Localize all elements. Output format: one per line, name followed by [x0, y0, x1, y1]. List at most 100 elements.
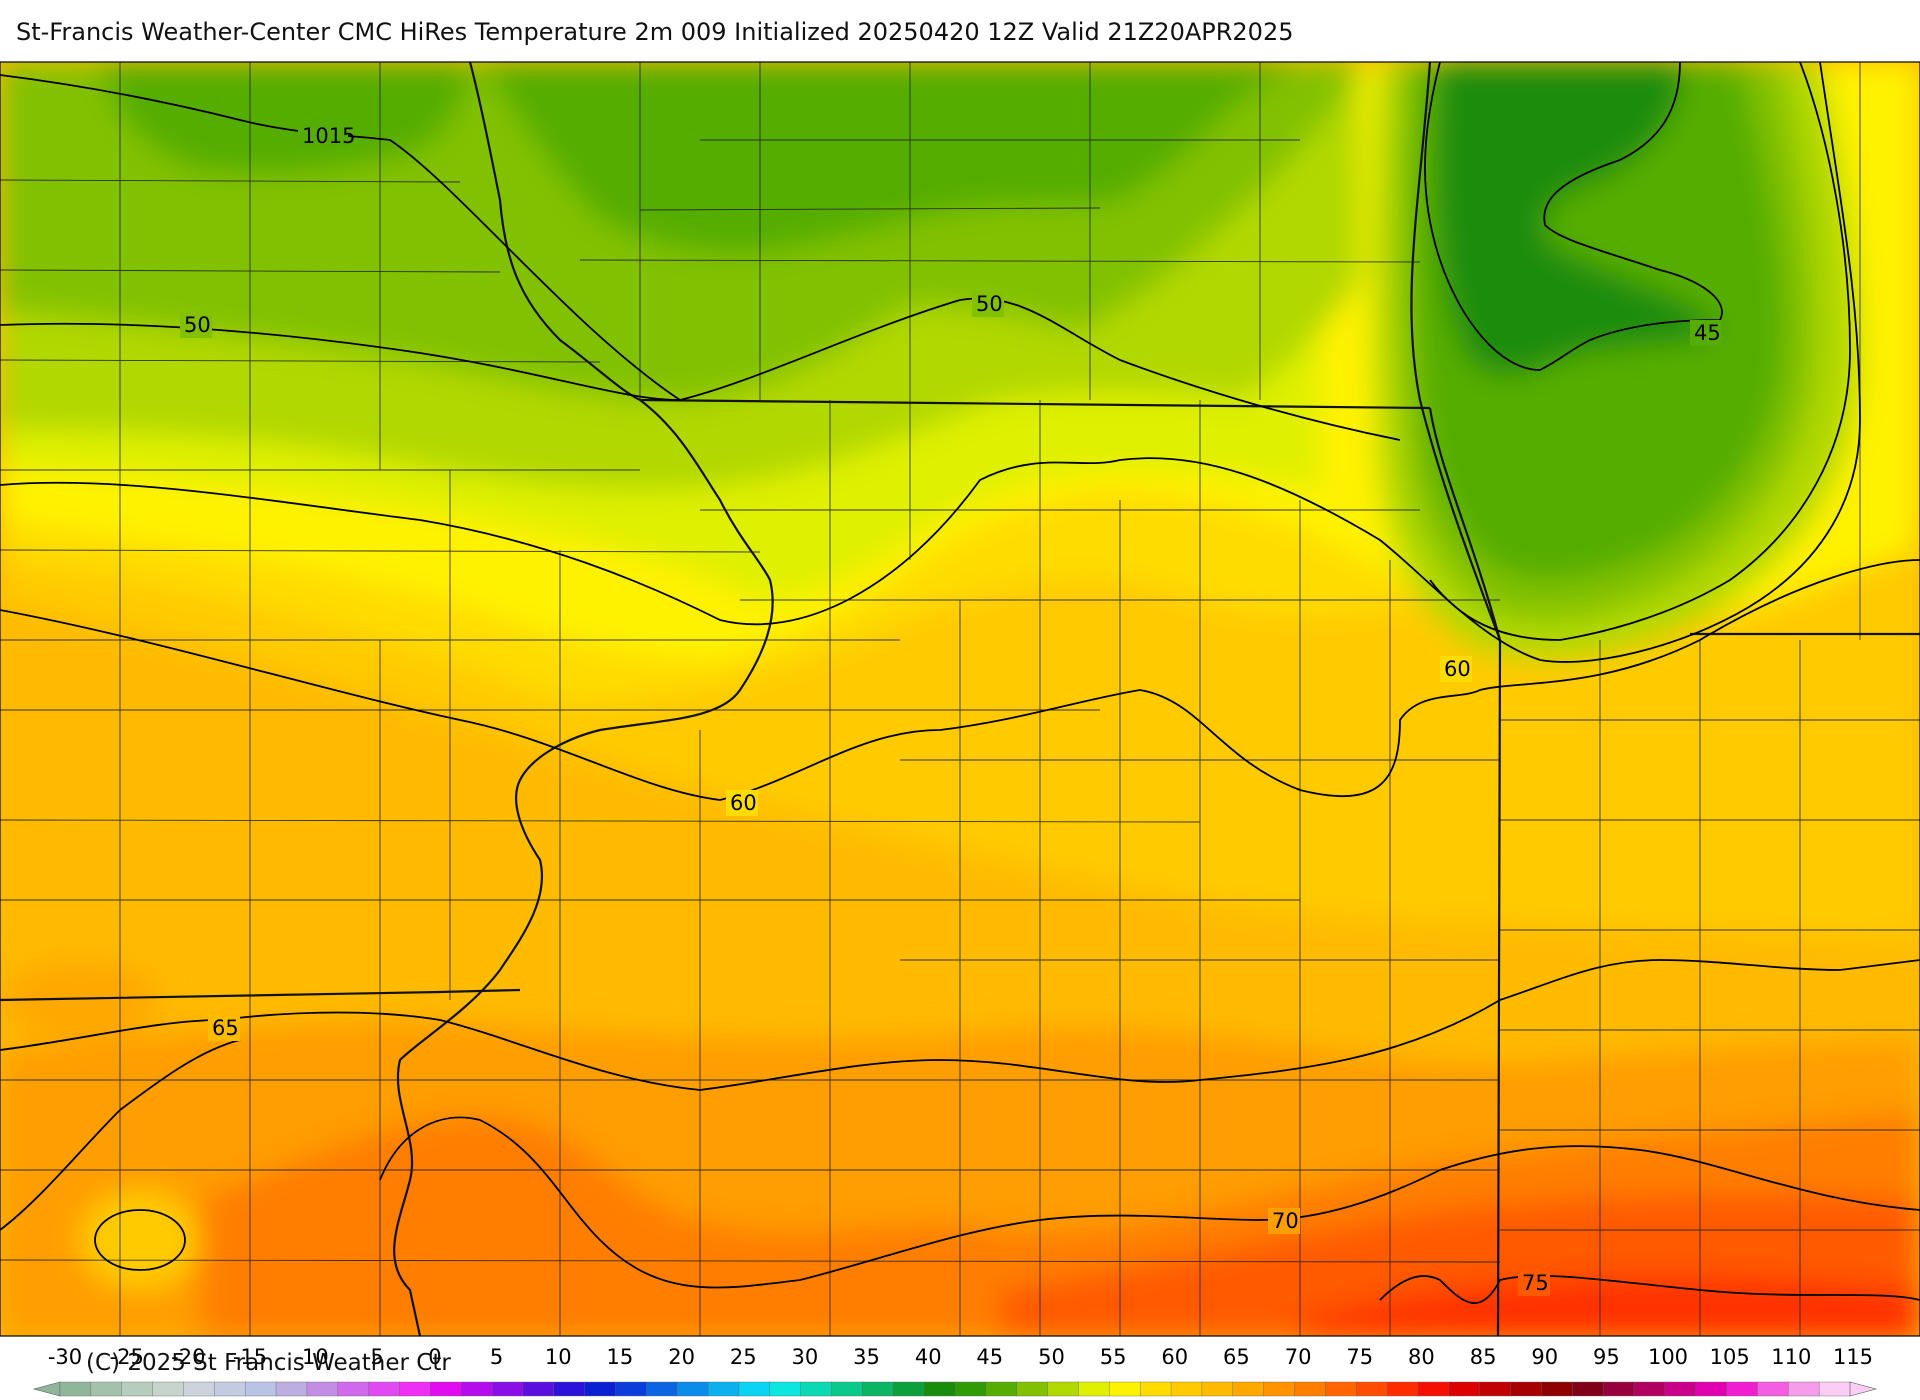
contour-label-75: 75	[1522, 1271, 1549, 1295]
colorbar-swatch	[1201, 1381, 1234, 1397]
colorbar-swatch	[1109, 1381, 1141, 1397]
colorbar-swatch	[1818, 1381, 1851, 1397]
colorbar-swatch	[1386, 1381, 1419, 1397]
colorbar-tick-label: 50	[1038, 1345, 1065, 1369]
colorbar-swatch	[244, 1381, 277, 1397]
colorbar-swatch	[275, 1381, 308, 1397]
colorbar-swatch	[677, 1381, 709, 1397]
colorbar-swatch	[1448, 1381, 1481, 1397]
colorbar-tick-label: 115	[1833, 1345, 1873, 1369]
colorbar-tick-label: 90	[1531, 1345, 1558, 1369]
temperature-shade-48b	[100, 62, 470, 174]
contour-label-65: 65	[212, 1016, 239, 1040]
colorbar-tick-label: 95	[1593, 1345, 1620, 1369]
colorbar-swatch	[461, 1381, 493, 1397]
colorbar-tick-label: -30	[48, 1345, 82, 1369]
colorbar-tick-label: -20	[171, 1345, 205, 1369]
contour-lines	[0, 62, 1920, 1304]
colorbar-swatch	[584, 1381, 617, 1397]
temperature-shade-48	[0, 62, 1300, 254]
map-title: St-Francis Weather-Center CMC HiRes Temp…	[16, 18, 1294, 46]
colorbar-swatch	[522, 1381, 555, 1397]
colorbar-tick-label: 30	[792, 1345, 819, 1369]
contour-label-60-central: 60	[730, 791, 757, 815]
colorbar-tick-label: 105	[1710, 1345, 1750, 1369]
temperature-shade-82	[1300, 1276, 1920, 1336]
colorbar-arrow-right	[1849, 1381, 1878, 1397]
colorbar-tick-label: -5	[363, 1345, 384, 1369]
colorbar-swatch	[862, 1381, 894, 1397]
colorbar-swatch	[1633, 1381, 1666, 1397]
county-lines	[0, 62, 1920, 1336]
colorbar-swatch	[491, 1381, 524, 1397]
colorbar-swatches	[32, 1381, 1878, 1397]
colorbar-swatch	[306, 1381, 339, 1397]
colorbar-swatch	[1510, 1381, 1543, 1397]
contour-label-1015: 1015	[302, 124, 355, 148]
colorbar-swatch	[1047, 1381, 1080, 1397]
contour-label-50-central: 50	[976, 292, 1003, 316]
colorbar-swatch	[1417, 1381, 1450, 1397]
colorbar-swatch	[1541, 1381, 1573, 1397]
colorbar-swatch	[1325, 1381, 1357, 1397]
colorbar-tick-labels: -30 -25 -20 -15 -10 -5 0 5 10 15 20 25 30 35 40 45 50 55 6…	[48, 1345, 1873, 1369]
colorbar-swatch	[1263, 1381, 1296, 1397]
colorbar-arrow-left	[32, 1381, 61, 1397]
colorbar-swatch	[1572, 1381, 1604, 1397]
colorbar-swatch	[769, 1381, 802, 1397]
colorbar-swatch	[152, 1381, 185, 1397]
temperature-shade-pocket-sw	[80, 1190, 200, 1290]
colorbar-swatch	[738, 1381, 771, 1397]
colorbar-tick-label: 80	[1408, 1345, 1435, 1369]
colorbar-swatch	[893, 1381, 925, 1397]
colorbar-swatch	[923, 1381, 956, 1397]
colorbar-tick-label: -10	[294, 1345, 328, 1369]
colorbar-swatch	[1294, 1381, 1327, 1397]
colorbar-swatch	[1356, 1381, 1388, 1397]
colorbar-tick-label: 25	[730, 1345, 757, 1369]
colorbar-swatch	[1139, 1381, 1172, 1397]
colorbar-tick-label: 20	[668, 1345, 695, 1369]
colorbar-swatch	[1170, 1381, 1203, 1397]
colorbar-tick-label: 75	[1346, 1345, 1373, 1369]
colorbar-swatch	[1479, 1381, 1512, 1397]
state-boundaries	[0, 62, 1920, 1336]
colorbar-swatch	[214, 1381, 246, 1397]
copyright-text: (C) 2025 St Francis Weather Ctr	[86, 1350, 451, 1376]
colorbar-tick-label: 45	[976, 1345, 1003, 1369]
colorbar-swatch	[399, 1381, 432, 1397]
colorbar-swatch	[1788, 1381, 1820, 1397]
colorbar-swatch	[1232, 1381, 1265, 1397]
colorbar-swatch	[1726, 1381, 1759, 1397]
colorbar-tick-label: 110	[1771, 1345, 1811, 1369]
colorbar-swatch	[183, 1381, 216, 1397]
colorbar-tick-label: 100	[1648, 1345, 1688, 1369]
contour-label-70: 70	[1272, 1209, 1299, 1233]
colorbar-swatch	[1016, 1381, 1049, 1397]
contour-label-45: 45	[1694, 321, 1721, 345]
colorbar-tick-label: 55	[1100, 1345, 1127, 1369]
contour-label-60-east: 60	[1444, 657, 1471, 681]
colorbar-tick-label: 10	[545, 1345, 572, 1369]
colorbar-swatch	[985, 1381, 1018, 1397]
colorbar-swatch	[121, 1381, 154, 1397]
contour-label-group: 1015 50 50 45 60 60 65 70 75	[180, 122, 1722, 1296]
colorbar-tick-label: -25	[110, 1345, 144, 1369]
colorbar-tick-label: -15	[233, 1345, 267, 1369]
colorbar-swatch	[1078, 1381, 1111, 1397]
colorbar-swatch	[1664, 1381, 1697, 1397]
colorbar-swatch	[90, 1381, 123, 1397]
colorbar-swatch	[368, 1381, 401, 1397]
colorbar: -30 -25 -20 -15 -10 -5 0 5 10 15 20 25 30 35 40 45 50 55 6…	[32, 1345, 1878, 1397]
map-frame	[0, 61, 1920, 1337]
contour-label-50-west: 50	[184, 313, 211, 337]
colorbar-swatch	[1602, 1381, 1635, 1397]
colorbar-tick-label: 60	[1161, 1345, 1188, 1369]
colorbar-swatch	[553, 1381, 586, 1397]
colorbar-tick-label: 35	[853, 1345, 880, 1369]
colorbar-swatch	[337, 1381, 370, 1397]
colorbar-swatch	[430, 1381, 462, 1397]
colorbar-tick-label: 15	[607, 1345, 634, 1369]
colorbar-tick-label: 40	[915, 1345, 942, 1369]
